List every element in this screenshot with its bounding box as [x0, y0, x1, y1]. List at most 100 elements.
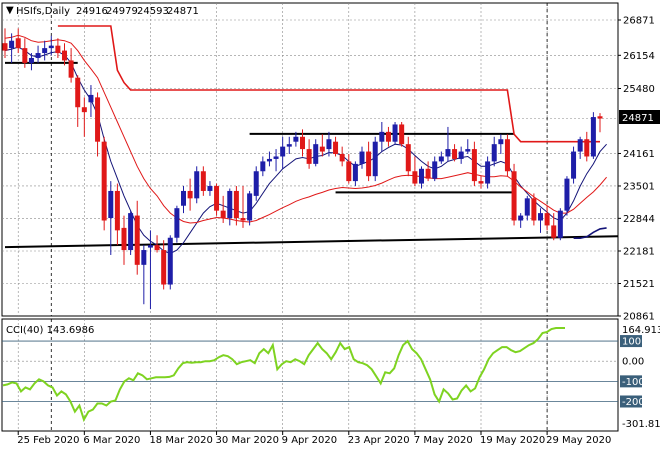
candle: [286, 136, 292, 155]
candle: [385, 126, 391, 147]
candle: [253, 166, 259, 201]
candle-body: [333, 141, 339, 155]
candle: [174, 205, 180, 243]
candle: [9, 33, 15, 63]
indicator-line-1: [4, 34, 607, 224]
candle-body: [319, 146, 325, 152]
candle: [154, 235, 160, 253]
candle-body: [194, 171, 200, 199]
price-tick-label: 26871: [623, 16, 655, 27]
ohlc-high: 24979: [106, 6, 138, 17]
candle: [372, 136, 378, 182]
candle: [306, 139, 312, 169]
last-price-label: 24871: [622, 113, 654, 124]
candle-body: [359, 151, 365, 164]
candle: [392, 121, 398, 145]
time-tick-label: 30 Mar 2020: [216, 435, 279, 446]
candle: [28, 53, 34, 71]
candle: [531, 193, 537, 226]
candle-body: [498, 139, 504, 145]
candle: [524, 195, 530, 221]
candle-body: [478, 181, 484, 184]
candle: [214, 183, 220, 216]
candle: [438, 151, 444, 164]
ohlc-close: 24871: [167, 6, 199, 17]
candle: [194, 166, 200, 204]
time-axis: 25 Feb 2020 6 Mar 2020 18 Mar 2020 30 Mar 2…: [17, 431, 611, 446]
candle: [95, 92, 101, 157]
candle: [200, 166, 206, 196]
candle: [511, 163, 517, 226]
cci-level-badge: [620, 335, 642, 348]
candle-body: [88, 94, 94, 103]
candle: [101, 136, 107, 231]
candle: [75, 75, 81, 127]
cci-panel-frame: [1, 318, 619, 432]
candle-body: [266, 158, 272, 162]
chart-symbol: HSIfs,Daily: [16, 6, 70, 17]
candle-body: [557, 210, 563, 238]
time-tick-label: 29 May 2020: [546, 435, 611, 446]
candle-body: [491, 144, 497, 162]
candle-body: [181, 190, 186, 206]
candle: [42, 40, 48, 61]
cci-tick-label: 0.00: [622, 357, 644, 368]
candle: [266, 151, 272, 167]
chevron-down-icon[interactable]: ▼: [6, 5, 14, 16]
candle-body: [42, 48, 48, 54]
cci-level-badge: [620, 395, 642, 408]
candle: [313, 139, 319, 167]
candle: [207, 181, 213, 196]
indicator-line-3: [573, 227, 607, 239]
candle: [247, 190, 253, 226]
candle: [81, 97, 87, 137]
candle: [405, 136, 411, 177]
cci-min-label: -301.8111: [622, 419, 660, 430]
candle-body: [300, 136, 305, 150]
candle-body: [68, 60, 74, 78]
candle-body: [524, 198, 530, 216]
candle-body: [366, 151, 372, 177]
candle: [584, 131, 590, 162]
cci-level-badge: [620, 375, 642, 388]
candle: [15, 28, 21, 54]
time-tick-label: 19 May 2020: [480, 435, 545, 446]
candle-body: [452, 149, 458, 159]
candle-body: [247, 193, 253, 221]
candle: [452, 144, 458, 162]
candle-body: [62, 50, 67, 61]
ohlc-low: 24593: [137, 6, 169, 17]
candle-body: [9, 40, 15, 49]
candle-body: [207, 186, 213, 191]
cci-tick-label: 100: [622, 337, 641, 348]
candle: [121, 215, 127, 265]
candle: [333, 136, 339, 157]
cci-line: [2, 327, 565, 423]
candle: [458, 146, 464, 164]
candle: [485, 156, 491, 189]
candle: [544, 205, 550, 231]
candle: [478, 176, 484, 189]
candle: [181, 186, 186, 214]
candle-body: [352, 163, 358, 182]
cci-tick-label: -100: [622, 377, 645, 388]
candle: [577, 136, 583, 159]
candle-body: [161, 250, 167, 285]
candle-body: [511, 171, 517, 221]
candle: [412, 156, 418, 187]
candle: [498, 134, 504, 155]
candle-body: [346, 161, 352, 182]
candle-body: [227, 190, 233, 219]
candle-body: [544, 213, 550, 226]
time-tick-label: 18 Mar 2020: [149, 435, 212, 446]
candle-body: [167, 237, 173, 285]
candle-body: [187, 190, 193, 199]
time-tick-label: 9 Apr 2020: [282, 435, 337, 446]
candle-body: [128, 213, 134, 251]
cci-tick-label: -200: [622, 397, 645, 408]
candle: [399, 121, 405, 147]
candle: [425, 161, 431, 182]
candle-body: [253, 171, 259, 196]
candle-body: [412, 171, 418, 184]
candle-body: [28, 57, 34, 63]
